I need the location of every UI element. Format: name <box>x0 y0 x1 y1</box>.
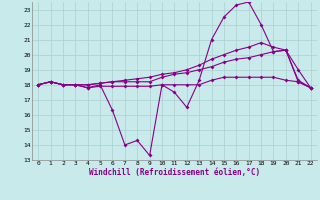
X-axis label: Windchill (Refroidissement éolien,°C): Windchill (Refroidissement éolien,°C) <box>89 168 260 177</box>
